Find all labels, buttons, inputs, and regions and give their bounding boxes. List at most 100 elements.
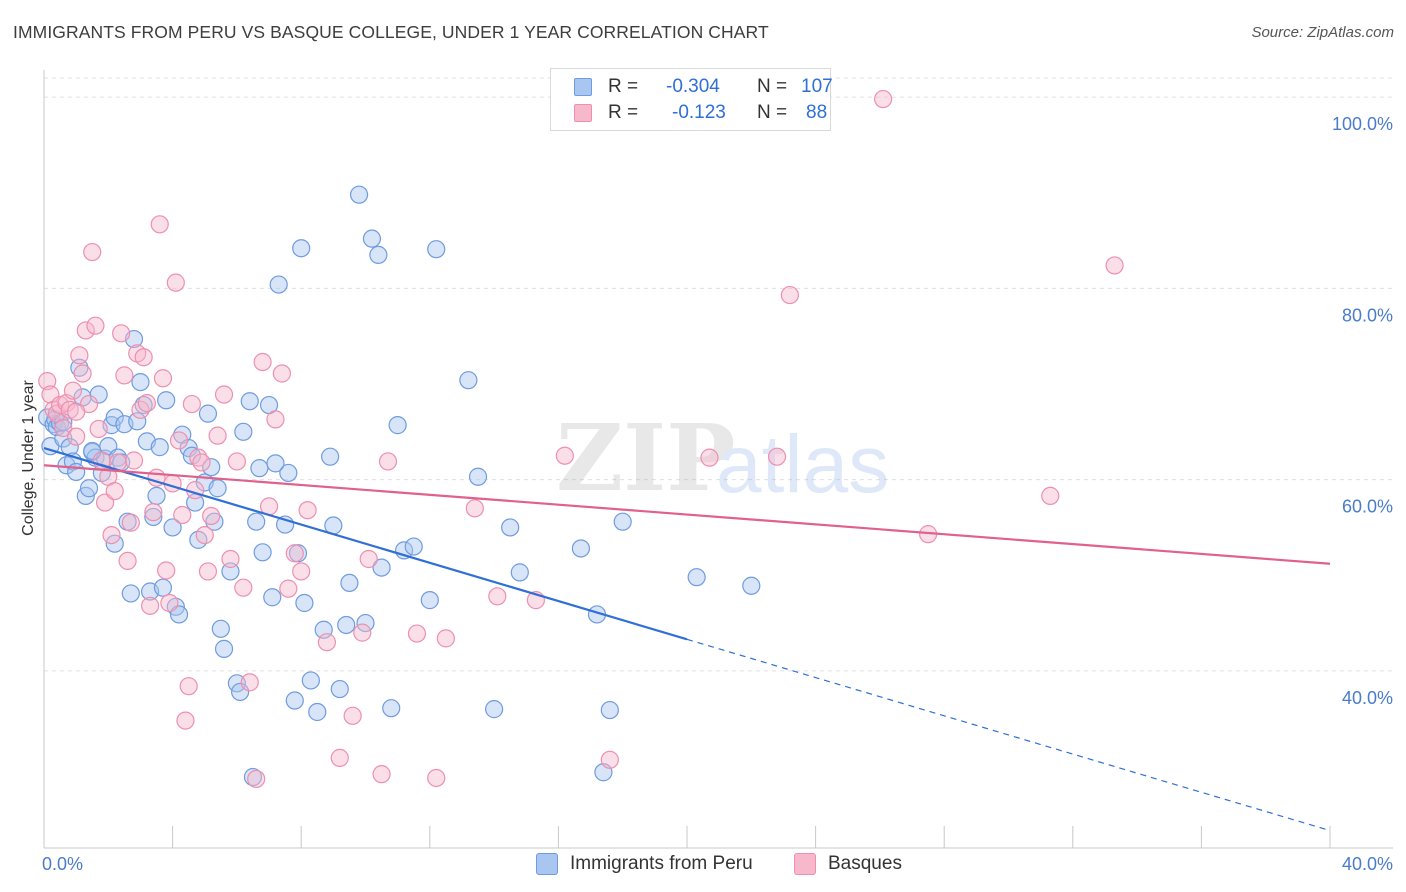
basques-point-71 bbox=[359, 549, 378, 569]
basques-point-14 bbox=[83, 242, 102, 262]
peru-point-101 bbox=[337, 615, 356, 635]
peru-point-77 bbox=[362, 229, 382, 248]
basques-point-37 bbox=[157, 561, 176, 580]
basques-point-12 bbox=[76, 321, 95, 340]
y-tick-label-40: 40.0% bbox=[1342, 688, 1393, 708]
basques-point-48 bbox=[192, 453, 211, 472]
peru-point-10 bbox=[67, 462, 86, 482]
basques-point-31 bbox=[137, 394, 156, 413]
y-tick-label-80: 80.0% bbox=[1342, 305, 1393, 325]
basques-point-66 bbox=[298, 501, 317, 520]
basques-point-61 bbox=[266, 410, 285, 429]
peru-point-34 bbox=[147, 486, 166, 505]
basques-point-23 bbox=[112, 324, 131, 343]
basques-point-57 bbox=[240, 673, 259, 692]
basques-point-73 bbox=[378, 452, 398, 471]
basques-point-70 bbox=[353, 623, 372, 642]
watermark: ZIP atlas bbox=[556, 404, 889, 512]
basques-point-50 bbox=[198, 562, 218, 581]
peru-point-97 bbox=[144, 507, 163, 527]
peru-point-88 bbox=[510, 563, 529, 582]
peru-point-78 bbox=[369, 245, 388, 265]
watermark-atlas: atlas bbox=[716, 419, 889, 510]
basques-point-52 bbox=[208, 426, 227, 445]
basques-point-5 bbox=[54, 418, 73, 438]
peru-point-73 bbox=[330, 679, 349, 699]
peru-points bbox=[38, 185, 761, 787]
basques-point-4 bbox=[50, 395, 70, 415]
basques-point-77 bbox=[465, 499, 484, 518]
peru-point-74 bbox=[340, 573, 359, 593]
peru-point-66 bbox=[292, 239, 311, 258]
basques-point-58 bbox=[247, 769, 266, 789]
peru-point-98 bbox=[250, 459, 269, 478]
basques-point-45 bbox=[182, 394, 201, 414]
basques-point-59 bbox=[253, 352, 272, 372]
basques-point-84 bbox=[780, 285, 799, 305]
basques-point-36 bbox=[153, 369, 173, 388]
y-tick-labels: 40.0% 60.0% 80.0% 100.0% bbox=[1332, 114, 1393, 708]
peru-point-84 bbox=[427, 240, 446, 259]
basques-point-41 bbox=[169, 431, 189, 450]
basques-point-27 bbox=[124, 451, 144, 470]
basques-point-64 bbox=[285, 544, 304, 563]
trend-lines bbox=[43, 447, 1331, 832]
watermark-zip: ZIP bbox=[556, 404, 735, 512]
peru-point-56 bbox=[243, 767, 263, 787]
peru-point-85 bbox=[459, 371, 478, 390]
peru-point-43 bbox=[182, 446, 201, 465]
peru-point-89 bbox=[571, 539, 591, 558]
peru-point-75 bbox=[349, 185, 369, 204]
basques-point-24 bbox=[115, 366, 134, 385]
peru-point-79 bbox=[372, 558, 391, 577]
basques-point-55 bbox=[227, 452, 246, 471]
peru-point-38 bbox=[163, 518, 182, 537]
peru-point-103 bbox=[501, 518, 520, 537]
x-ticks bbox=[43, 826, 1331, 848]
y-axis-label: College, Under 1 year bbox=[20, 380, 37, 536]
peru-point-36 bbox=[153, 578, 173, 597]
basques-point-16 bbox=[89, 419, 108, 439]
peru-swatch bbox=[574, 78, 592, 96]
basques-point-11 bbox=[73, 364, 92, 383]
basques-point-43 bbox=[176, 711, 195, 730]
basques-point-21 bbox=[105, 482, 124, 501]
peru-trend-extension bbox=[686, 638, 1331, 832]
peru-point-14 bbox=[79, 479, 99, 498]
legend-peru-label: Immigrants from Peru bbox=[570, 853, 753, 874]
basques-n-label: N = bbox=[757, 102, 788, 123]
basques-point-74 bbox=[407, 624, 427, 643]
peru-r-label: R = bbox=[608, 76, 639, 97]
peru-point-50 bbox=[214, 639, 234, 658]
peru-point-81 bbox=[388, 416, 407, 435]
basques-point-82 bbox=[700, 448, 719, 467]
basques-point-69 bbox=[343, 706, 362, 725]
basques-point-10 bbox=[70, 346, 89, 365]
basques-point-62 bbox=[272, 364, 292, 383]
basques-point-9 bbox=[67, 427, 86, 446]
x-tick-label-max: 40.0% bbox=[1342, 854, 1393, 874]
peru-point-47 bbox=[202, 458, 221, 477]
peru-point-68 bbox=[301, 671, 320, 690]
basques-point-33 bbox=[144, 503, 163, 522]
stats-legend: R = -0.304 N = 107 R = -0.123 N = 88 bbox=[550, 68, 833, 131]
legend-peru-swatch bbox=[536, 853, 558, 875]
basques-point-44 bbox=[179, 677, 198, 696]
basques-point-54 bbox=[221, 549, 240, 569]
peru-r-value: -0.304 bbox=[666, 76, 720, 97]
peru-point-63 bbox=[279, 463, 298, 483]
peru-point-71 bbox=[321, 447, 340, 466]
basques-point-65 bbox=[292, 562, 311, 581]
basques-point-42 bbox=[173, 505, 192, 525]
basques-point-0 bbox=[38, 372, 57, 391]
peru-point-35 bbox=[150, 438, 169, 457]
basques-point-87 bbox=[1041, 486, 1060, 505]
peru-point-76 bbox=[356, 613, 375, 633]
peru-point-80 bbox=[382, 699, 401, 718]
basques-point-53 bbox=[214, 385, 234, 404]
peru-point-58 bbox=[253, 543, 272, 562]
source-label: Source: ZipAtlas.com bbox=[1251, 24, 1394, 41]
basques-r-label: R = bbox=[608, 102, 639, 123]
basques-point-81 bbox=[600, 750, 619, 769]
